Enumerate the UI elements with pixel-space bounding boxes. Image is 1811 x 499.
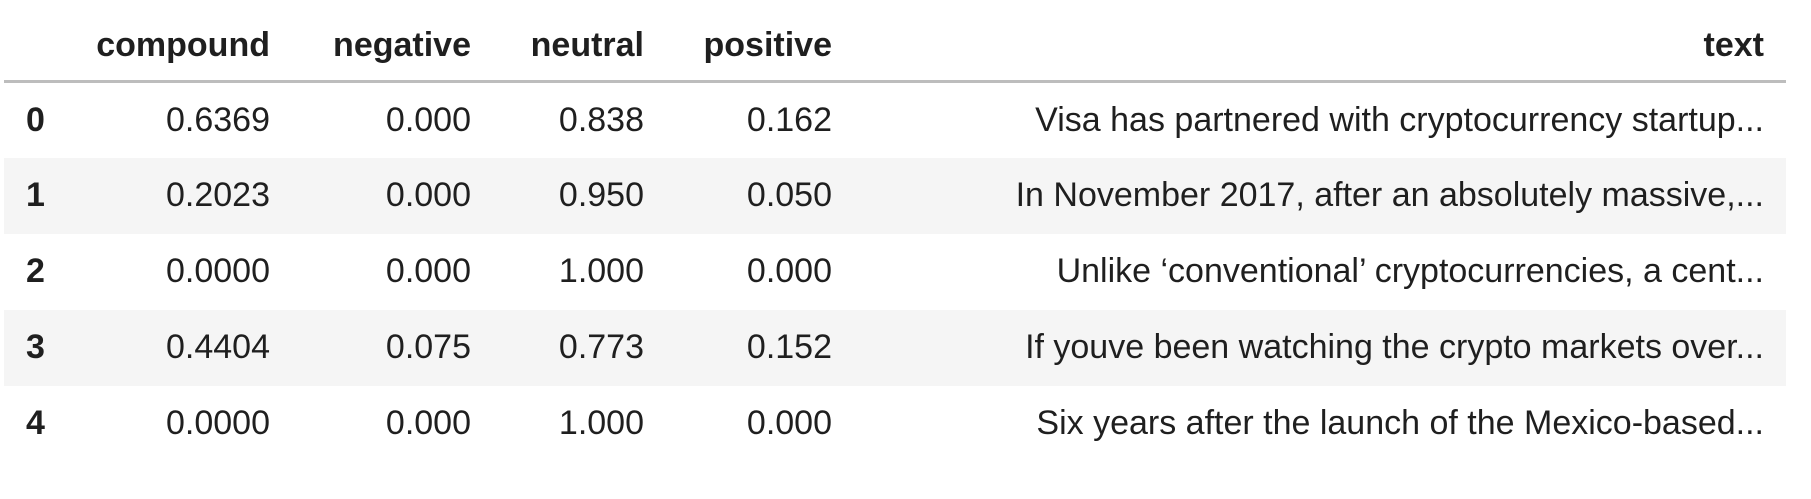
table-row: 1 0.2023 0.000 0.950 0.050 In November 2… (4, 157, 1786, 234)
header-row: compound negative neutral positive text (4, 10, 1786, 83)
cell-neutral: 0.950 (558, 176, 644, 214)
header-compound: compound (70, 10, 292, 83)
header-neutral: neutral (493, 10, 666, 83)
row-index: 3 (26, 328, 45, 366)
cell-text: In November 2017, after an absolutely ma… (1015, 176, 1764, 214)
cell-negative: 0.075 (385, 328, 471, 366)
cell-compound: 0.2023 (166, 176, 270, 214)
dataframe-output: compound negative neutral positive text … (4, 10, 1786, 462)
cell-negative: 0.000 (385, 176, 471, 214)
row-index: 4 (26, 404, 45, 442)
cell-text: If youve been watching the crypto market… (1025, 328, 1764, 366)
header-index (4, 10, 70, 83)
cell-positive: 0.000 (746, 252, 832, 290)
cell-compound: 0.6369 (166, 100, 270, 139)
cell-neutral: 0.838 (558, 100, 644, 139)
row-index: 1 (26, 176, 45, 214)
dataframe-table: compound negative neutral positive text … (4, 10, 1786, 462)
cell-positive: 0.162 (746, 100, 832, 139)
table-row: 4 0.0000 0.000 1.000 0.000 Six years aft… (4, 385, 1786, 462)
table-row: 3 0.4404 0.075 0.773 0.152 If youve been… (4, 309, 1786, 386)
cell-text: Six years after the launch of the Mexico… (1036, 404, 1764, 442)
cell-compound: 0.0000 (166, 252, 270, 290)
cell-negative: 0.000 (385, 252, 471, 290)
cell-negative: 0.000 (385, 404, 471, 442)
cell-neutral: 1.000 (558, 404, 644, 442)
cell-compound: 0.0000 (166, 404, 270, 442)
cell-negative: 0.000 (385, 100, 471, 139)
row-index: 0 (26, 100, 45, 139)
cell-compound: 0.4404 (166, 328, 270, 366)
cell-text: Unlike ‘conventional’ cryptocurrencies, … (1056, 252, 1764, 290)
cell-text: Visa has partnered with cryptocurrency s… (1035, 100, 1764, 139)
header-text: text (854, 10, 1786, 83)
header-positive: positive (666, 10, 854, 83)
cell-neutral: 1.000 (558, 252, 644, 290)
table-header: compound negative neutral positive text (4, 10, 1786, 83)
cell-positive: 0.152 (746, 328, 832, 366)
table-body: 0 0.6369 0.000 0.838 0.162 Visa has part… (4, 81, 1786, 462)
table-row: 0 0.6369 0.000 0.838 0.162 Visa has part… (4, 81, 1786, 158)
row-index: 2 (26, 252, 45, 290)
cell-positive: 0.050 (746, 176, 832, 214)
header-negative: negative (292, 10, 493, 83)
table-row: 2 0.0000 0.000 1.000 0.000 Unlike ‘conve… (4, 233, 1786, 310)
cell-neutral: 0.773 (558, 328, 644, 366)
cell-positive: 0.000 (746, 404, 832, 442)
